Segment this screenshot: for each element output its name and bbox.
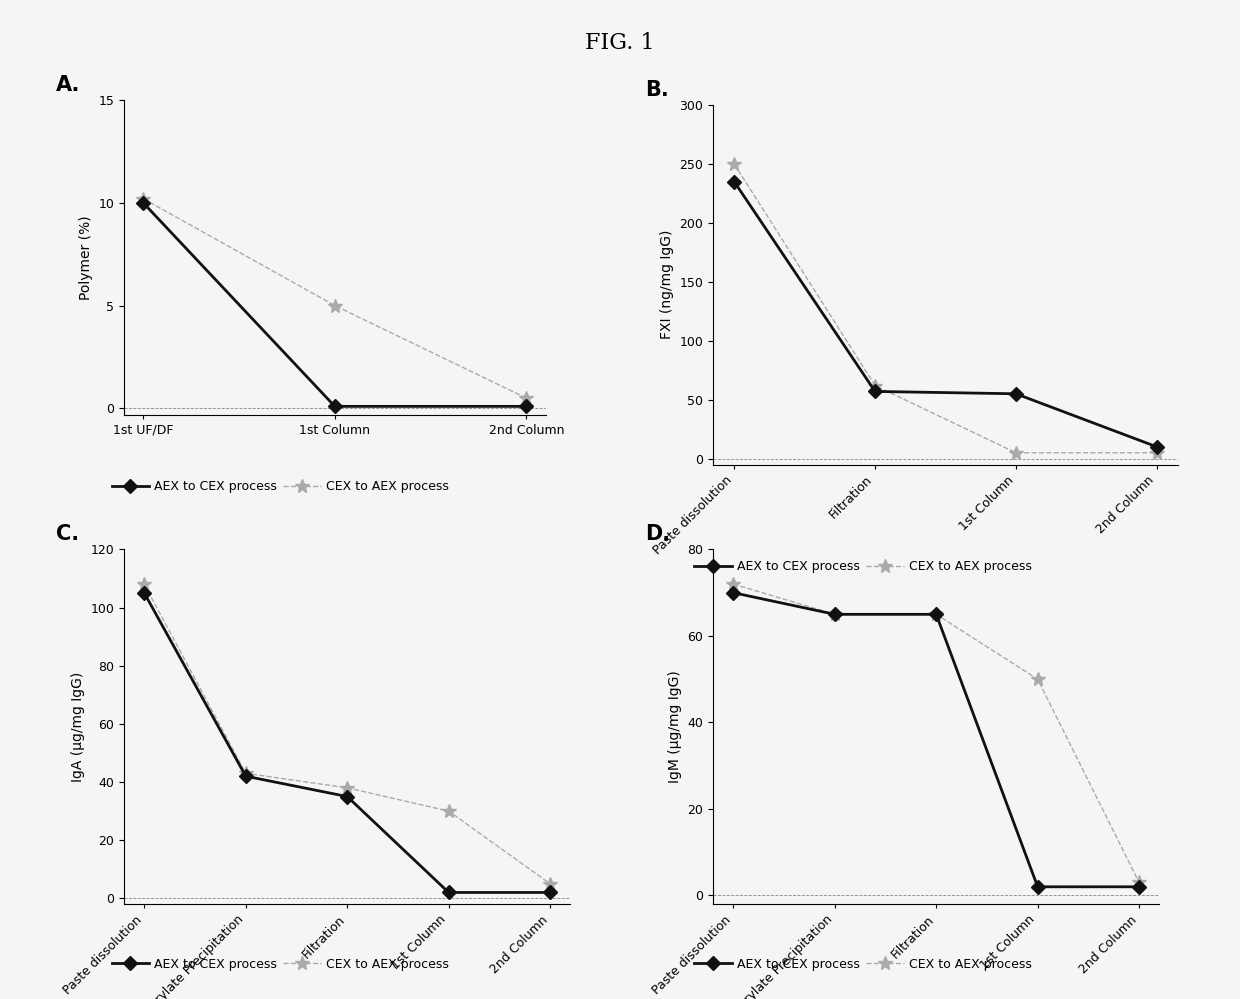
Y-axis label: FXI (ng/mg IgG): FXI (ng/mg IgG) — [660, 230, 673, 340]
Text: C.: C. — [56, 524, 79, 544]
Y-axis label: IgM (μg/mg IgG): IgM (μg/mg IgG) — [667, 670, 682, 783]
Y-axis label: Polymer (%): Polymer (%) — [79, 215, 93, 300]
Y-axis label: IgA (μg/mg IgG): IgA (μg/mg IgG) — [71, 671, 84, 782]
Text: D.: D. — [645, 524, 670, 544]
Legend: AEX to CEX process, CEX to AEX process: AEX to CEX process, CEX to AEX process — [694, 958, 1032, 971]
Text: B.: B. — [645, 80, 668, 100]
Text: A.: A. — [56, 75, 81, 95]
Text: FIG. 1: FIG. 1 — [585, 32, 655, 54]
Legend: AEX to CEX process, CEX to AEX process: AEX to CEX process, CEX to AEX process — [694, 560, 1032, 573]
Legend: AEX to CEX process, CEX to AEX process: AEX to CEX process, CEX to AEX process — [112, 481, 449, 494]
Legend: AEX to CEX process, CEX to AEX process: AEX to CEX process, CEX to AEX process — [112, 958, 449, 971]
